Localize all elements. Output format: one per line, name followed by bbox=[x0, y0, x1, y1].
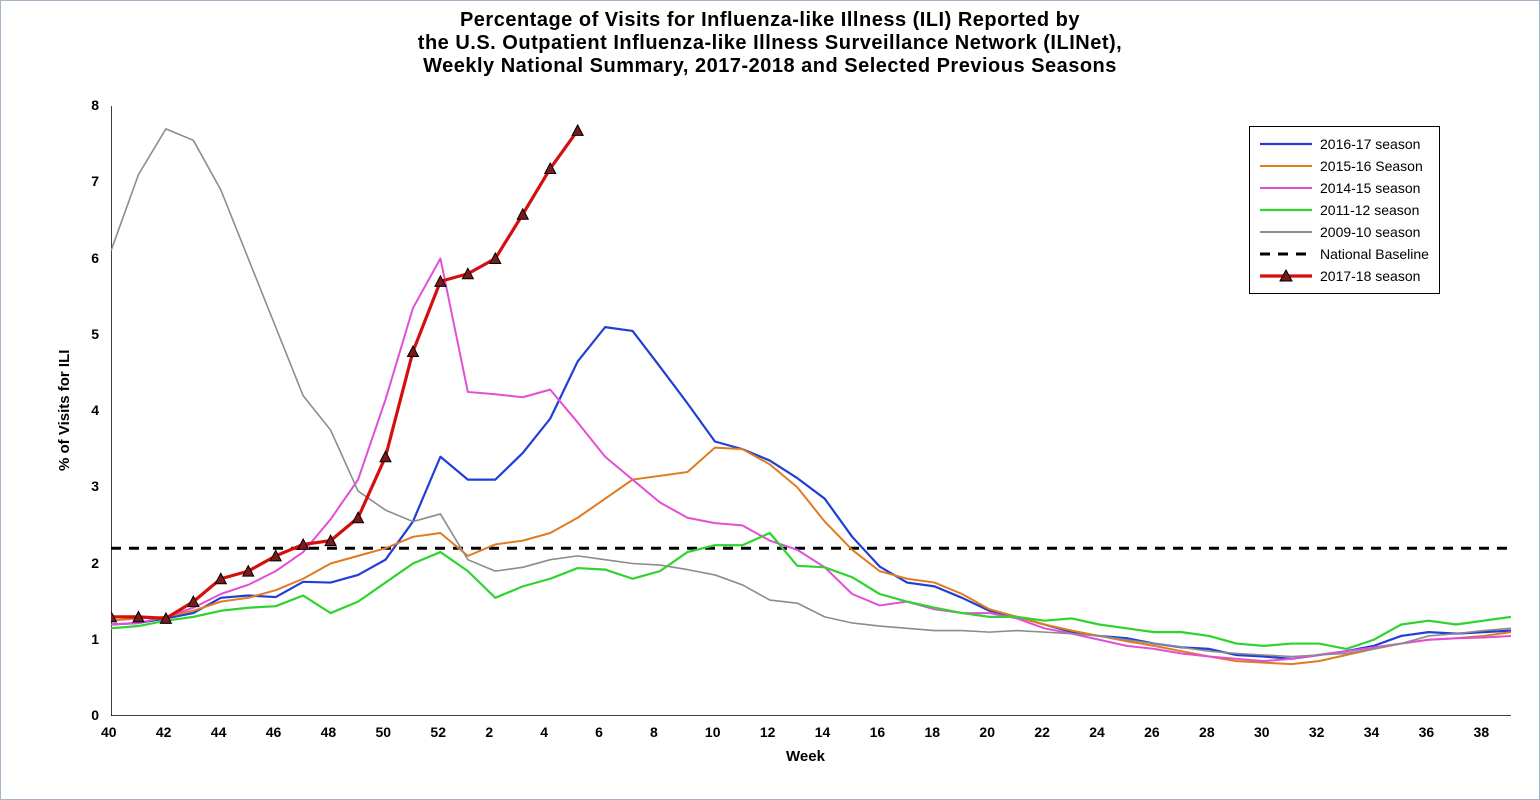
legend-item: 2016-17 season bbox=[1260, 133, 1429, 155]
y-tick-label: 6 bbox=[91, 250, 99, 266]
y-tick-label: 8 bbox=[91, 97, 99, 113]
y-tick-label: 0 bbox=[91, 707, 99, 723]
x-tick-label: 8 bbox=[650, 724, 658, 740]
chart-title: Percentage of Visits for Influenza-like … bbox=[1, 9, 1539, 78]
legend-swatch bbox=[1260, 247, 1312, 261]
x-tick-label: 26 bbox=[1144, 724, 1160, 740]
legend-label: 2014-15 season bbox=[1320, 180, 1420, 196]
x-tick-label: 42 bbox=[156, 724, 172, 740]
x-tick-label: 24 bbox=[1089, 724, 1105, 740]
series-line bbox=[111, 533, 1511, 649]
y-tick-label: 2 bbox=[91, 555, 99, 571]
x-tick-label: 2 bbox=[485, 724, 493, 740]
legend: 2016-17 season 2015-16 Season 2014-15 seas… bbox=[1249, 126, 1440, 294]
x-tick-label: 16 bbox=[870, 724, 886, 740]
legend-label: 2011-12 season bbox=[1320, 202, 1419, 218]
title-line: Weekly National Summary, 2017-2018 and S… bbox=[1, 55, 1539, 78]
x-tick-label: 28 bbox=[1199, 724, 1215, 740]
legend-item: 2014-15 season bbox=[1260, 177, 1429, 199]
series-line bbox=[111, 259, 1511, 662]
legend-swatch bbox=[1260, 159, 1312, 173]
legend-label: 2017-18 season bbox=[1320, 268, 1420, 284]
x-tick-label: 14 bbox=[815, 724, 831, 740]
series-marker-triangle bbox=[380, 451, 391, 461]
x-tick-label: 38 bbox=[1474, 724, 1490, 740]
x-tick-label: 48 bbox=[321, 724, 337, 740]
x-tick-label: 10 bbox=[705, 724, 721, 740]
x-tick-label: 36 bbox=[1419, 724, 1435, 740]
y-tick-label: 5 bbox=[91, 326, 99, 342]
x-tick-label: 44 bbox=[211, 724, 227, 740]
legend-label: 2015-16 Season bbox=[1320, 158, 1423, 174]
series-line bbox=[111, 448, 1511, 665]
x-tick-label: 40 bbox=[101, 724, 117, 740]
series-line bbox=[111, 327, 1511, 659]
legend-label: 2016-17 season bbox=[1320, 136, 1420, 152]
legend-item: 2009-10 season bbox=[1260, 221, 1429, 243]
x-tick-label: 18 bbox=[925, 724, 941, 740]
chart-frame: Percentage of Visits for Influenza-like … bbox=[0, 0, 1540, 800]
x-tick-label: 6 bbox=[595, 724, 603, 740]
x-tick-label: 22 bbox=[1034, 724, 1050, 740]
y-axis-label: % of Visits for ILI bbox=[56, 350, 73, 471]
legend-item: 2011-12 season bbox=[1260, 199, 1429, 221]
legend-swatch bbox=[1260, 137, 1312, 151]
y-tick-label: 4 bbox=[91, 402, 99, 418]
title-line: the U.S. Outpatient Influenza-like Illne… bbox=[1, 32, 1539, 55]
legend-swatch bbox=[1260, 269, 1312, 283]
legend-item: National Baseline bbox=[1260, 243, 1429, 265]
series-line bbox=[111, 130, 578, 618]
x-tick-label: 52 bbox=[430, 724, 446, 740]
legend-label: National Baseline bbox=[1320, 246, 1429, 262]
legend-item: 2015-16 Season bbox=[1260, 155, 1429, 177]
series-marker-triangle bbox=[353, 512, 364, 522]
y-tick-label: 1 bbox=[91, 631, 99, 647]
legend-swatch bbox=[1260, 225, 1312, 239]
series-marker-triangle bbox=[572, 125, 583, 135]
x-tick-label: 30 bbox=[1254, 724, 1270, 740]
x-tick-label: 46 bbox=[266, 724, 282, 740]
y-tick-label: 3 bbox=[91, 478, 99, 494]
legend-swatch bbox=[1260, 181, 1312, 195]
x-tick-label: 32 bbox=[1309, 724, 1325, 740]
x-tick-label: 4 bbox=[540, 724, 548, 740]
x-tick-label: 20 bbox=[979, 724, 995, 740]
x-tick-label: 34 bbox=[1364, 724, 1380, 740]
x-axis-label: Week bbox=[786, 748, 825, 765]
y-tick-label: 7 bbox=[91, 173, 99, 189]
x-tick-label: 50 bbox=[376, 724, 392, 740]
x-tick-label: 12 bbox=[760, 724, 776, 740]
series-marker-triangle bbox=[407, 346, 418, 356]
legend-label: 2009-10 season bbox=[1320, 224, 1420, 240]
legend-swatch bbox=[1260, 203, 1312, 217]
legend-item: 2017-18 season bbox=[1260, 265, 1429, 287]
title-line: Percentage of Visits for Influenza-like … bbox=[1, 9, 1539, 32]
